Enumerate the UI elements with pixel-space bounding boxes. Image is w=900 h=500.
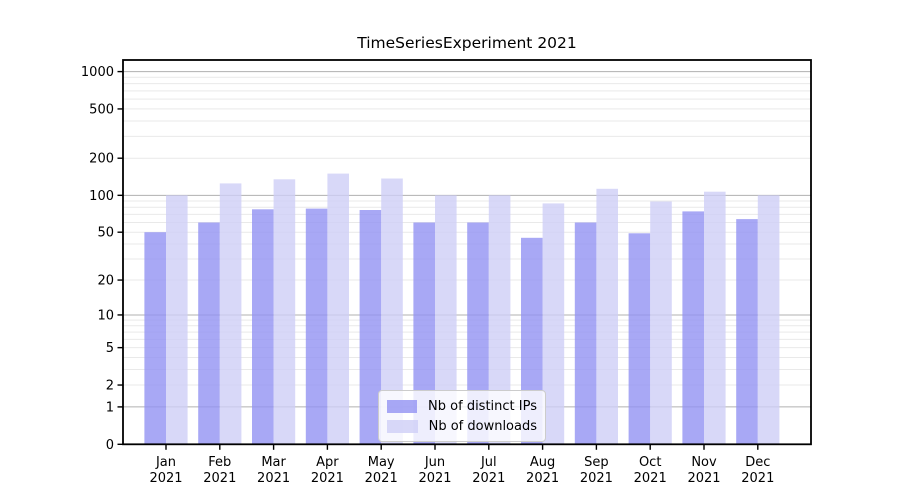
bar-distinct-ips-mar xyxy=(252,209,274,445)
y-tick-label: 2 xyxy=(106,379,114,394)
y-tick-label: 20 xyxy=(97,274,114,289)
legend-label-distinct-ips: Nb of distinct IPs xyxy=(428,398,537,414)
x-tick-label-month: Jan xyxy=(155,455,176,470)
legend-label-downloads: Nb of downloads xyxy=(428,418,537,434)
bar-downloads-nov xyxy=(704,191,726,445)
x-tick-label-month: Apr xyxy=(316,455,339,470)
y-tick-label: 100 xyxy=(89,189,114,204)
y-tick-label: 10 xyxy=(97,308,114,323)
bar-downloads-mar xyxy=(273,179,296,445)
chart-title: TimeSeriesExperiment 2021 xyxy=(357,34,577,52)
x-tick-label-year: 2021 xyxy=(365,471,398,486)
x-tick-label-month: Aug xyxy=(530,455,555,470)
x-tick-label-year: 2021 xyxy=(203,471,236,486)
x-tick-label-month: May xyxy=(368,455,395,470)
bar-downloads-jul xyxy=(488,195,511,445)
x-tick-label-month: Jun xyxy=(424,455,445,470)
legend-swatch-downloads xyxy=(387,419,418,433)
legend-item-downloads: Nb of downloads xyxy=(387,417,537,436)
legend: Nb of distinct IPs Nb of downloads xyxy=(378,390,546,442)
y-tick-label: 500 xyxy=(89,102,114,117)
x-tick-label-month: Jul xyxy=(480,455,497,470)
x-tick-label-year: 2021 xyxy=(634,471,667,486)
y-tick-label: 1 xyxy=(106,400,114,415)
x-tick-label-year: 2021 xyxy=(311,471,344,486)
bar-distinct-ips-nov xyxy=(682,211,704,445)
bar-distinct-ips-sep xyxy=(574,222,597,445)
x-tick-label-month: Dec xyxy=(745,455,770,470)
y-tick-label: 1000 xyxy=(81,65,114,80)
bar-distinct-ips-oct xyxy=(628,233,651,445)
y-tick-label: 0 xyxy=(106,438,114,453)
bar-downloads-apr xyxy=(327,173,349,445)
bar-downloads-oct xyxy=(650,201,672,445)
x-tick-label-year: 2021 xyxy=(472,471,505,486)
x-tick-label-year: 2021 xyxy=(257,471,290,486)
bar-distinct-ips-apr xyxy=(305,208,328,445)
x-tick-label-month: Sep xyxy=(584,455,609,470)
bar-downloads-dec xyxy=(757,195,780,445)
x-tick-label-year: 2021 xyxy=(687,471,720,486)
legend-swatch-distinct-ips xyxy=(387,399,418,413)
y-tick-label: 200 xyxy=(89,152,114,167)
x-tick-label-year: 2021 xyxy=(418,471,451,486)
bar-distinct-ips-dec xyxy=(736,219,758,445)
x-tick-label-year: 2021 xyxy=(526,471,559,486)
x-tick-label-month: Feb xyxy=(208,455,231,470)
x-tick-label-month: Mar xyxy=(261,455,286,470)
x-tick-label-month: Nov xyxy=(691,455,717,470)
bar-distinct-ips-jul xyxy=(467,222,489,445)
x-tick-label-month: Oct xyxy=(639,455,661,470)
x-tick-label-year: 2021 xyxy=(580,471,613,486)
bar-downloads-feb xyxy=(219,183,242,445)
y-tick-label: 50 xyxy=(97,226,114,241)
legend-item-distinct-ips: Nb of distinct IPs xyxy=(387,397,537,416)
bar-downloads-aug xyxy=(542,203,565,445)
plot-border xyxy=(122,59,812,446)
bar-downloads-may xyxy=(381,178,403,445)
bar-distinct-ips-jan xyxy=(144,232,166,445)
x-tick-label-year: 2021 xyxy=(149,471,182,486)
bar-distinct-ips-may xyxy=(359,210,382,445)
bar-downloads-jan xyxy=(166,195,188,445)
bar-downloads-jun xyxy=(435,195,457,445)
bar-distinct-ips-feb xyxy=(198,222,220,445)
bar-downloads-sep xyxy=(596,188,618,445)
y-tick-label: 5 xyxy=(106,341,114,356)
bar-distinct-ips-jun xyxy=(413,222,435,445)
x-tick-label-year: 2021 xyxy=(741,471,774,486)
